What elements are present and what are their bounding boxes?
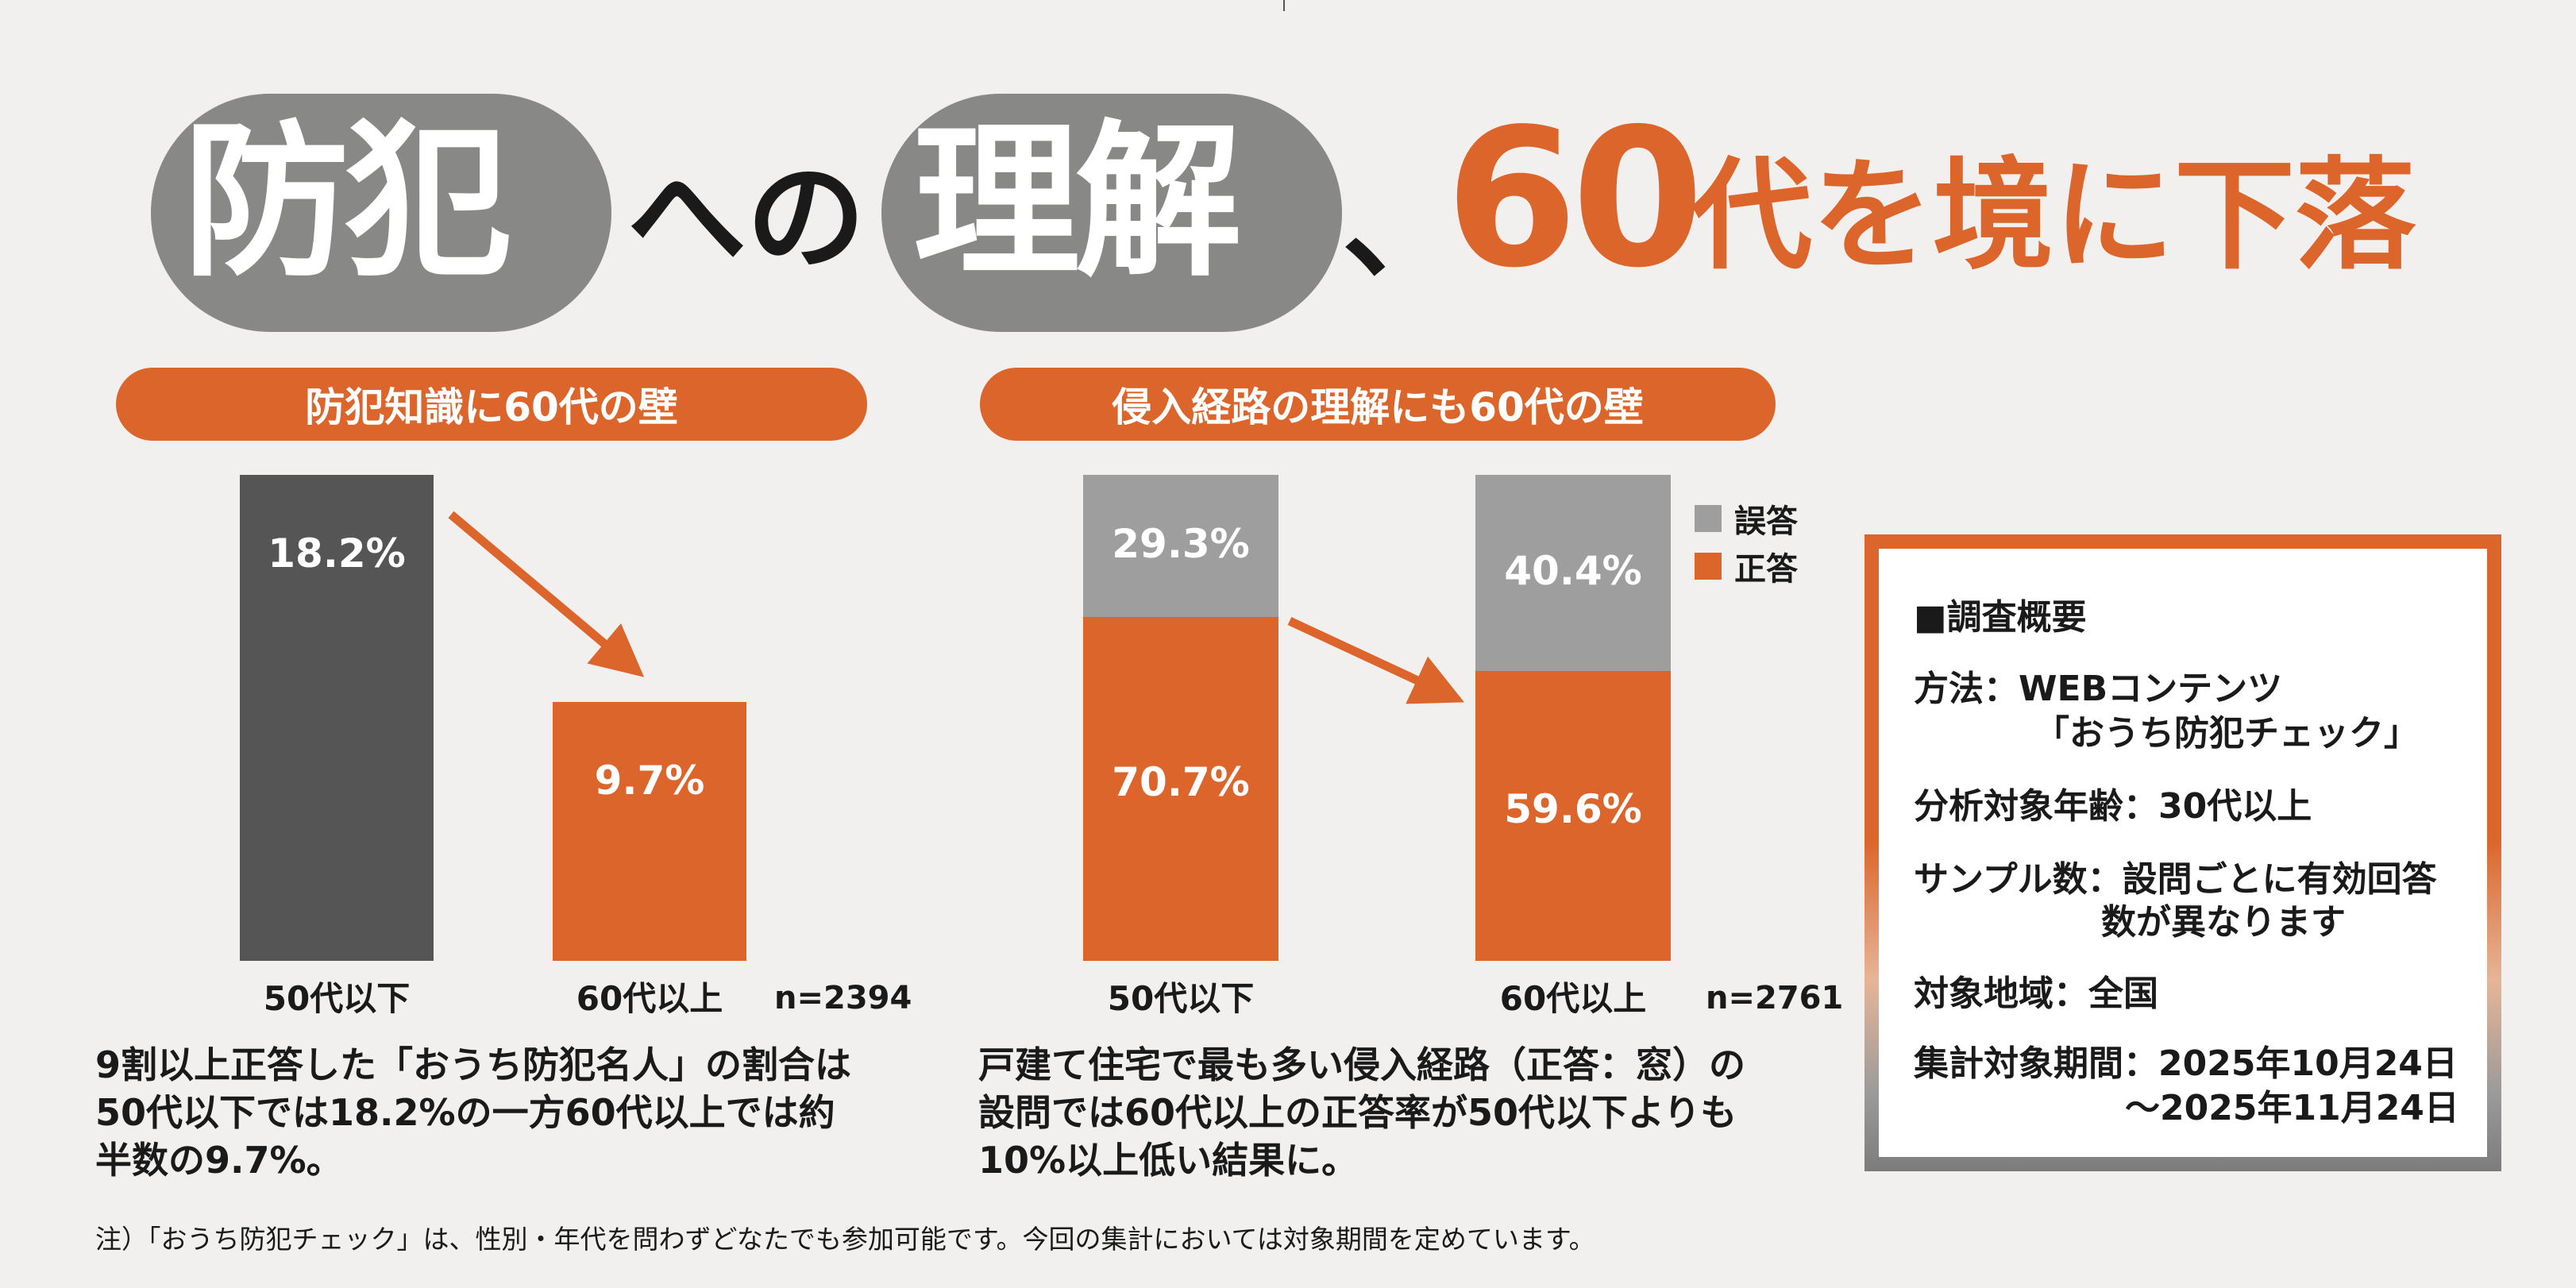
right-section-pill: 侵入経路の理解にも60代の壁: [980, 368, 1776, 441]
right-bar-correct-value-1: 70.7%: [1112, 758, 1250, 805]
headline-particle-1: への: [627, 149, 866, 287]
left-desc-line-1: 9割以上正答した「おうち防犯名人」の割合は: [95, 1043, 852, 1086]
right-bar-correct-1: [1083, 617, 1278, 961]
survey-sample-detail: 数が異なります: [2101, 902, 2346, 943]
survey-method: 方法：WEBコンテンツ: [1914, 669, 2283, 709]
right-trend-arrow: [1287, 617, 1464, 704]
left-category-2: 60代以上: [576, 979, 723, 1018]
right-bar-wrong-value-1: 29.3%: [1112, 520, 1250, 567]
left-category-1: 50代以下: [263, 979, 411, 1018]
left-bar-2: [553, 701, 746, 961]
right-chart-arrow-layer: [1287, 617, 1464, 704]
legend-correct-swatch: [1695, 553, 1722, 580]
survey-title: ■調査概要: [1914, 597, 2087, 638]
headline-rest: 代を境に下落: [1691, 145, 2416, 286]
headline-circle-1: [151, 94, 611, 332]
right-bar-correct-value-2: 59.6%: [1504, 785, 1642, 832]
survey-period-end: ～2025年11月24日: [2125, 1088, 2459, 1128]
left-description: 9割以上正答した「おうち防犯名人」の割合は 50代以下では18.2%の一方60代…: [95, 1042, 937, 1184]
left-bar-value-2: 9.7%: [594, 757, 705, 804]
footnote: 注）「おうち防犯チェック」は、性別・年代を問わずどなたでも参加可能です。今回の集…: [95, 1224, 1595, 1255]
survey-sample: サンプル数：設問ごとに有効回答: [1914, 859, 2437, 900]
survey-box-inner: ■調査概要 方法：WEBコンテンツ 「おうち防犯チェック」 分析対象年齢：30代…: [1879, 549, 2487, 1157]
right-description: 戸建て住宅で最も多い侵入経路（正答：窓）の 設問では60代以上の正答率が50代以…: [978, 1042, 1852, 1184]
survey-box: ■調査概要 方法：WEBコンテンツ 「おうち防犯チェック」 分析対象年齢：30代…: [1865, 534, 2501, 1171]
right-desc-line-3: 10%以上低い結果に。: [978, 1138, 1359, 1182]
left-desc-line-3: 半数の9.7%。: [95, 1138, 343, 1182]
top-tick: [1283, 0, 1285, 11]
headline-word-rikai: 理解: [913, 105, 1242, 299]
right-desc-line-2: 設問では60代以上の正答率が50代以下よりも: [978, 1090, 1737, 1134]
headline-comma: 、: [1342, 157, 1462, 295]
right-desc-line-1: 戸建て住宅で最も多い侵入経路（正答：窓）の: [978, 1043, 1745, 1086]
left-section-pill: 防犯知識に60代の壁: [116, 368, 867, 441]
left-bar-value-1: 18.2%: [268, 530, 406, 577]
headline-circle-2: [881, 94, 1342, 332]
legend-wrong-label: 誤答: [1734, 503, 1798, 540]
survey-method-detail: 「おうち防犯チェック」: [2034, 713, 2419, 754]
left-trend-arrow: [448, 511, 645, 677]
right-bar-wrong-1: [1083, 475, 1278, 618]
left-bar-1: [240, 475, 434, 961]
right-bar-wrong-2: [1475, 475, 1671, 672]
legend-correct-label: 正答: [1734, 551, 1798, 588]
right-category-2: 60代以上: [1499, 979, 1647, 1018]
survey-region: 対象地域：全国: [1914, 974, 2158, 1014]
survey-age: 分析対象年齢：30代以上: [1914, 786, 2312, 827]
headline-number: 60: [1445, 87, 1704, 310]
legend-correct: 正答: [1695, 543, 1798, 589]
right-bar-correct-2: [1475, 671, 1671, 961]
headline-word-bohan: 防犯: [183, 105, 511, 299]
legend-wrong-swatch: [1695, 505, 1722, 532]
right-category-1: 50代以下: [1107, 979, 1255, 1018]
right-bar-wrong-value-2: 40.4%: [1504, 547, 1642, 594]
legend-wrong: 誤答: [1695, 496, 1798, 542]
left-n-label: n=2394: [774, 980, 912, 1016]
left-chart: [448, 511, 645, 677]
survey-period: 集計対象期間：2025年10月24日: [1914, 1043, 2458, 1084]
right-n-label: n=2761: [1706, 980, 1844, 1016]
left-desc-line-2: 50代以下では18.2%の一方60代以上では約: [95, 1090, 835, 1134]
